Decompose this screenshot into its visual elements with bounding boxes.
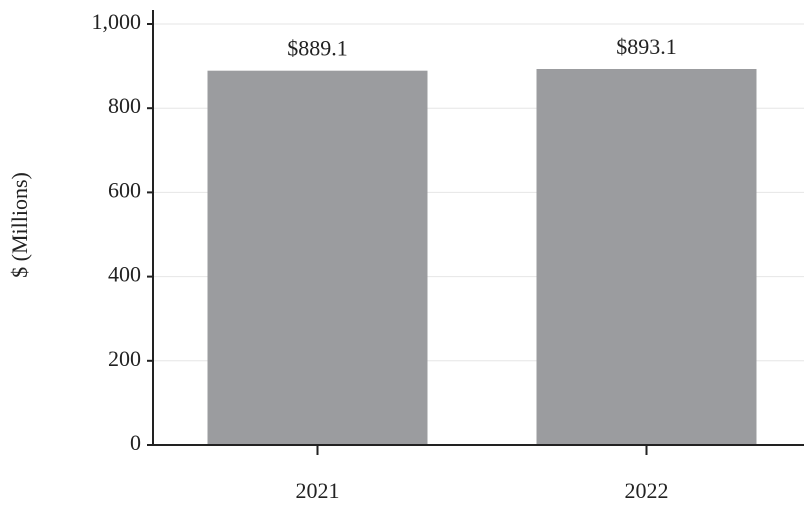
- y-tick-label: 800: [108, 93, 141, 118]
- x-tick-label: 2021: [296, 478, 340, 503]
- y-tick-label: 600: [108, 177, 141, 202]
- y-tick-label: 0: [130, 430, 141, 455]
- y-tick-label: 1,000: [92, 9, 142, 34]
- y-tick-label: 200: [108, 346, 141, 371]
- y-axis-label: $ (Millions): [7, 172, 32, 278]
- data-label: $893.1: [616, 34, 677, 59]
- x-tick-label: 2022: [625, 478, 669, 503]
- y-tick-label: 400: [108, 262, 141, 287]
- bar: [207, 70, 428, 445]
- data-label: $889.1: [287, 36, 348, 61]
- bar: [536, 69, 757, 446]
